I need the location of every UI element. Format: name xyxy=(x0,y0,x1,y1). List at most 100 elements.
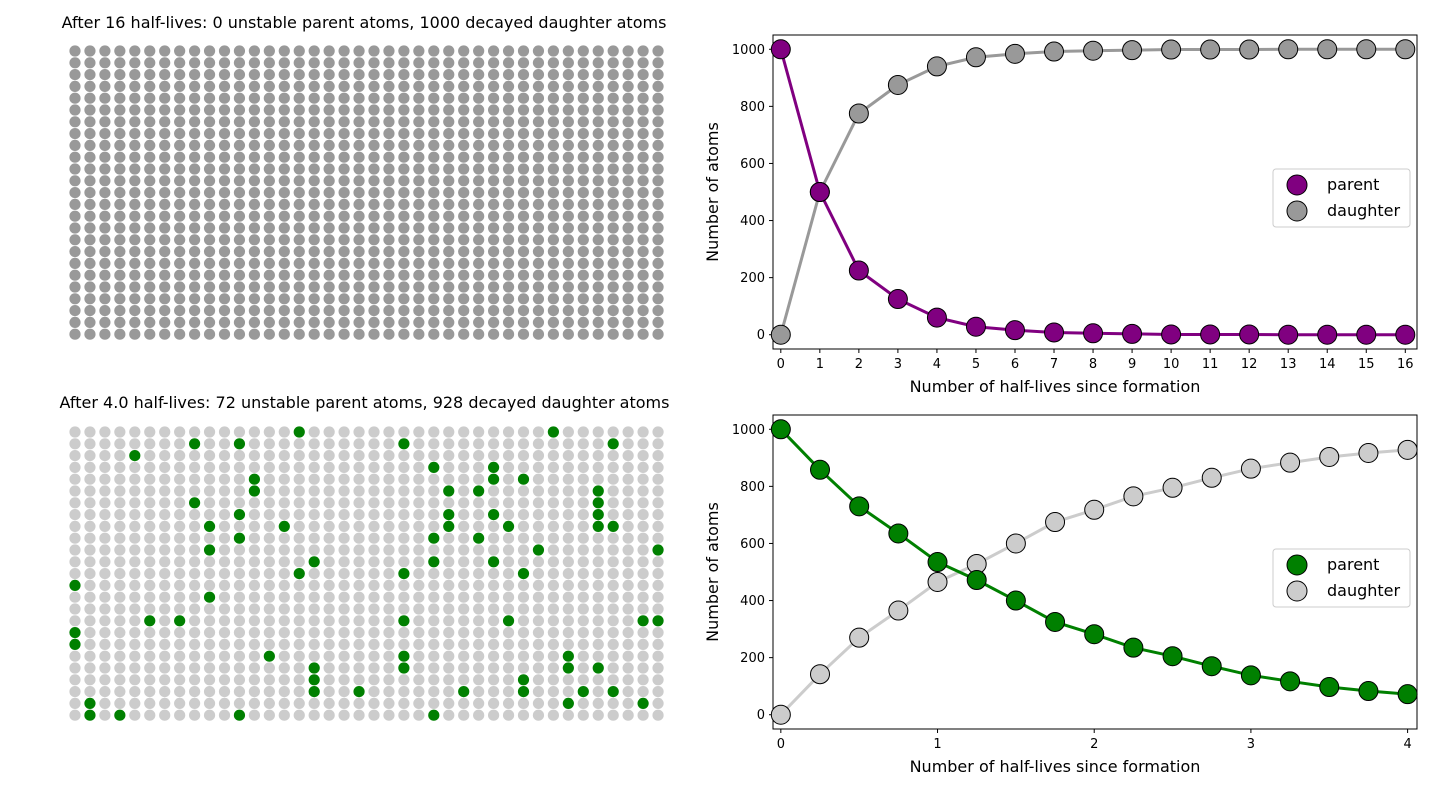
top-daughter-atom xyxy=(517,151,530,163)
bottom-daughter-atom xyxy=(69,544,81,556)
top-daughter-atom xyxy=(443,198,455,210)
bottom-daughter-atom xyxy=(203,603,216,615)
top-daughter-atom xyxy=(458,45,470,57)
top-daughter-atom xyxy=(398,45,410,57)
bottom-daughter-atom xyxy=(114,615,126,627)
top-daughter-atom xyxy=(69,293,81,305)
bottom-daughter-atom xyxy=(577,568,589,580)
bottom-daughter-atom xyxy=(488,591,500,603)
top-daughter-atom xyxy=(308,222,320,234)
bottom-daughter-atom xyxy=(114,426,126,438)
bottom-parent-atom xyxy=(69,579,81,591)
top-daughter-atom xyxy=(607,151,619,163)
bottom-daughter-atom xyxy=(428,627,440,639)
top-daughter-atom xyxy=(248,281,260,293)
bottom-daughter-atom xyxy=(203,438,216,450)
bottom-daughter-atom xyxy=(323,650,335,662)
bottom-daughter-atom xyxy=(293,650,305,662)
top-daughter-atom xyxy=(129,257,141,269)
top-daughter-atom xyxy=(607,128,619,140)
bottom-daughter-atom xyxy=(428,650,440,662)
top-daughter-atom xyxy=(652,269,664,281)
bottom-daughter-atom xyxy=(473,509,485,521)
bottom-daughter-atom xyxy=(488,438,500,450)
top-daughter-atom xyxy=(607,45,619,57)
top-legend-daughter-label: daughter xyxy=(1327,201,1401,220)
top-daughter-atom xyxy=(353,45,365,57)
bottom-daughter-atom xyxy=(562,450,574,462)
bottom-daughter-atom xyxy=(458,509,470,521)
top-daughter-atom xyxy=(129,92,141,104)
bottom-daughter-atom xyxy=(293,697,305,709)
top-daughter-atom xyxy=(443,187,455,199)
bottom-daughter-atom xyxy=(129,579,141,591)
top-daughter-atom xyxy=(263,210,275,222)
bottom-daughter-atom xyxy=(293,556,305,568)
top-daughter-atom xyxy=(398,187,410,199)
top-daughter-atom xyxy=(203,104,216,116)
top-daughter-atom xyxy=(458,316,470,328)
bottom-daughter-atom xyxy=(293,438,305,450)
bottom-daughter-atom xyxy=(203,697,216,709)
top-daughter-atom xyxy=(353,234,365,246)
top-x-tick-label: 7 xyxy=(1050,357,1058,372)
top-daughter-atom xyxy=(473,116,485,128)
bottom-daughter-atom xyxy=(622,674,634,686)
top-daughter-atom xyxy=(84,139,96,151)
top-daughter-atom xyxy=(144,45,156,57)
top-daughter-atom xyxy=(353,163,365,175)
top-x-tick-label: 9 xyxy=(1128,357,1136,372)
bottom-daughter-atom xyxy=(69,485,81,497)
top-daughter-atom xyxy=(323,316,335,328)
bottom-daughter-atom xyxy=(338,662,350,674)
top-daughter-atom xyxy=(189,234,201,246)
bottom-daughter-atom xyxy=(443,473,455,485)
bottom-daughter-atom xyxy=(129,509,141,521)
top-daughter-atom xyxy=(607,198,619,210)
top-daughter-atom xyxy=(532,234,545,246)
bottom-daughter-atom xyxy=(473,638,485,650)
top-daughter-atom xyxy=(159,116,171,128)
top-daughter-atom xyxy=(413,281,425,293)
top-daughter-atom xyxy=(368,187,380,199)
top-parent-point xyxy=(1395,324,1416,345)
top-daughter-atom xyxy=(129,57,141,69)
bottom-daughter-atom xyxy=(308,544,320,556)
top-daughter-atom xyxy=(622,222,634,234)
bottom-daughter-atom xyxy=(413,579,425,591)
bottom-daughter-atom xyxy=(159,450,171,462)
bottom-daughter-atom xyxy=(637,438,649,450)
top-daughter-atom xyxy=(353,305,365,317)
top-daughter-atom xyxy=(278,139,290,151)
bottom-daughter-atom xyxy=(488,579,500,591)
top-daughter-atom xyxy=(99,210,111,222)
bottom-daughter-atom xyxy=(353,473,365,485)
top-daughter-atom xyxy=(488,187,500,199)
bottom-daughter-atom xyxy=(368,426,380,438)
top-daughter-atom xyxy=(293,175,305,187)
bottom-daughter-atom xyxy=(637,473,649,485)
bottom-daughter-atom xyxy=(532,638,545,650)
bottom-daughter-atom xyxy=(443,461,455,473)
bottom-daughter-atom xyxy=(69,438,81,450)
bottom-daughter-atom xyxy=(622,591,634,603)
bottom-daughter-atom xyxy=(368,674,380,686)
bottom-daughter-atom xyxy=(263,568,275,580)
top-daughter-atom xyxy=(652,198,664,210)
top-daughter-atom xyxy=(129,116,141,128)
top-daughter-atom xyxy=(458,104,470,116)
top-daughter-atom xyxy=(413,116,425,128)
bottom-parent-atom xyxy=(278,520,290,532)
top-daughter-atom xyxy=(488,92,500,104)
bottom-parent-atom xyxy=(562,697,574,709)
top-daughter-atom xyxy=(263,80,275,92)
bottom-daughter-atom xyxy=(473,450,485,462)
bottom-daughter-point xyxy=(810,664,831,685)
bottom-daughter-atom xyxy=(547,485,559,497)
bottom-daughter-atom xyxy=(637,650,649,662)
top-daughter-atom xyxy=(69,104,81,116)
top-daughter-atom xyxy=(458,198,470,210)
bottom-daughter-atom xyxy=(607,709,619,721)
bottom-daughter-atom xyxy=(99,662,111,674)
top-daughter-atom xyxy=(547,128,559,140)
